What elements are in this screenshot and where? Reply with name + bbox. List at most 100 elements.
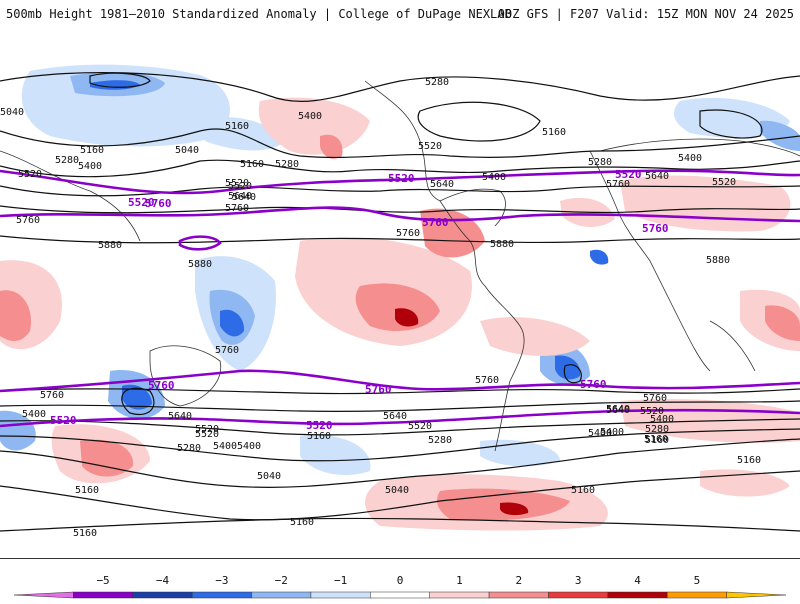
highlight-labels: 5520 5760 5520 5760 5760 5520 5760 5760 …: [50, 168, 669, 432]
colorbar-segment: [73, 591, 134, 599]
colorbar-tick-label: 5: [694, 574, 701, 587]
contour-label: 5280: [645, 424, 669, 435]
contour-label: 5760: [606, 179, 630, 190]
colorbar-tick-labels: −5 −4 −3 −2 −1 0 1 2 3 4 5: [96, 574, 700, 587]
contour-label: 5160: [571, 485, 595, 496]
contour-label: 5160: [290, 517, 314, 528]
highlight-label: 5520: [388, 172, 415, 185]
contour-label: 5520: [195, 429, 219, 440]
contour-label: 5760: [475, 375, 499, 386]
contour-label: 5640: [383, 411, 407, 422]
contour-label: 5520: [418, 141, 442, 152]
americas-coastline-icon: [364, 80, 525, 452]
header: 500mb Height 1981–2010 Standardized Anom…: [0, 0, 800, 38]
highlight-contours: [0, 169, 800, 428]
highlight-label: 5760: [145, 197, 172, 210]
contour-label: 5280: [55, 155, 79, 166]
colorbar-tick-label: −5: [96, 574, 109, 587]
colorbar-segment: [13, 591, 74, 599]
colorbar-segment: [607, 591, 668, 599]
highlight-label: 5520: [306, 419, 333, 432]
colorbar-segment: [191, 591, 252, 599]
colorbar-tick-label: 4: [634, 574, 641, 587]
contour-label: 5640: [606, 404, 630, 415]
contour-label: 5640: [430, 179, 454, 190]
contour-labels: 5280 5400 5160 5040 5280 5160 5400 5520 …: [0, 77, 761, 539]
contour-label: 5760: [215, 345, 239, 356]
highlight-label: 5760: [148, 379, 175, 392]
contour-label: 5880: [188, 259, 212, 270]
contour-label: 5760: [643, 393, 667, 404]
run-info: 00Z GFS | F207 Valid: 15Z MON NOV 24 202…: [497, 7, 794, 21]
contour-label: 5040: [175, 145, 199, 156]
contour-label: 5520: [640, 406, 664, 417]
contour-label: 5160: [80, 145, 104, 156]
colorbar-segment: [666, 591, 727, 599]
colorbar-segment: [310, 591, 371, 599]
contour-label: 5280: [177, 443, 201, 454]
colorbar-segment: [488, 591, 549, 599]
colorbar-tick-label: 3: [575, 574, 582, 587]
map-frame[interactable]: 5280 5400 5160 5040 5280 5160 5400 5520 …: [0, 41, 800, 558]
colorbar-tick-label: 2: [515, 574, 522, 587]
contour-label: 5760: [16, 215, 40, 226]
contour-label: 5880: [706, 255, 730, 266]
contour-label: 5760: [40, 390, 64, 401]
contour-label: 5400: [600, 427, 624, 438]
highlight-label: 5760: [365, 383, 392, 396]
contour-label: 5640: [606, 405, 630, 416]
contour-label: 5400: [22, 409, 46, 420]
contour-label: 5760: [396, 228, 420, 239]
contour-label: 5160: [240, 159, 264, 170]
asia-coastline-icon: [0, 150, 141, 242]
contour-label: 5280: [588, 157, 612, 168]
contour-label: 5880: [98, 240, 122, 251]
colorbar-segment: [429, 591, 490, 599]
contour-label: 5400: [213, 441, 237, 452]
colorbar-tick-label: −4: [156, 574, 170, 587]
highlight-label: 5760: [642, 222, 669, 235]
contour-label: 5160: [75, 485, 99, 496]
contour-label: 5520: [225, 178, 249, 189]
colorbar-segment: [251, 591, 312, 599]
contour-label: 5400: [298, 111, 322, 122]
colorbar-tick-label: −2: [275, 574, 288, 587]
contour-label: 5400: [237, 441, 261, 452]
coastlines: [0, 80, 800, 452]
colorbar-tick-label: −1: [334, 574, 347, 587]
contour-label: 5280: [275, 159, 299, 170]
contour-label: 5880: [490, 239, 514, 250]
highlight-label: 5520: [615, 168, 642, 181]
contour-label: 5400: [482, 172, 506, 183]
highlight-label: 5520: [50, 414, 77, 427]
map-canvas[interactable]: 5280 5400 5160 5040 5280 5160 5400 5520 …: [0, 41, 800, 558]
highlight-label: 5520: [128, 196, 155, 209]
colorbar-svg: −5 −4 −3 −2 −1 0 1 2 3 4 5: [13, 574, 787, 599]
highlight-label: 5760: [422, 216, 449, 229]
madagascar-coastline-icon: [709, 320, 756, 372]
colorbar-segment: [548, 591, 609, 599]
colorbar-tick-label: −3: [215, 574, 228, 587]
africa-coastline-icon: [589, 150, 711, 372]
colorbar-tick-label: 1: [456, 574, 463, 587]
contour-label: 5160: [542, 127, 566, 138]
australia-coastline-icon: [149, 345, 222, 407]
contour-label: 5520: [18, 169, 42, 180]
contour-label: 5400: [588, 428, 612, 439]
colorbar: −5 −4 −3 −2 −1 0 1 2 3 4 5: [0, 566, 800, 600]
contour-label: 5640: [232, 192, 256, 203]
contour-label: 5040: [0, 107, 24, 118]
contour-label: 5640: [645, 171, 669, 182]
contour-label: 5520: [712, 177, 736, 188]
contour-label: 5160: [225, 121, 249, 132]
contour-label: 5040: [257, 471, 281, 482]
contour-label: 5520: [195, 424, 219, 435]
map-title: 500mb Height 1981–2010 Standardized Anom…: [6, 7, 512, 21]
contour-label: 5400: [678, 153, 702, 164]
contour-label: 5160: [73, 528, 97, 539]
height-contours: [0, 71, 800, 532]
contour-label: 5760: [225, 203, 249, 214]
contour-label: 5160: [644, 434, 668, 445]
colorbar-segment: [726, 591, 787, 599]
highlight-label: 5760: [580, 378, 607, 391]
